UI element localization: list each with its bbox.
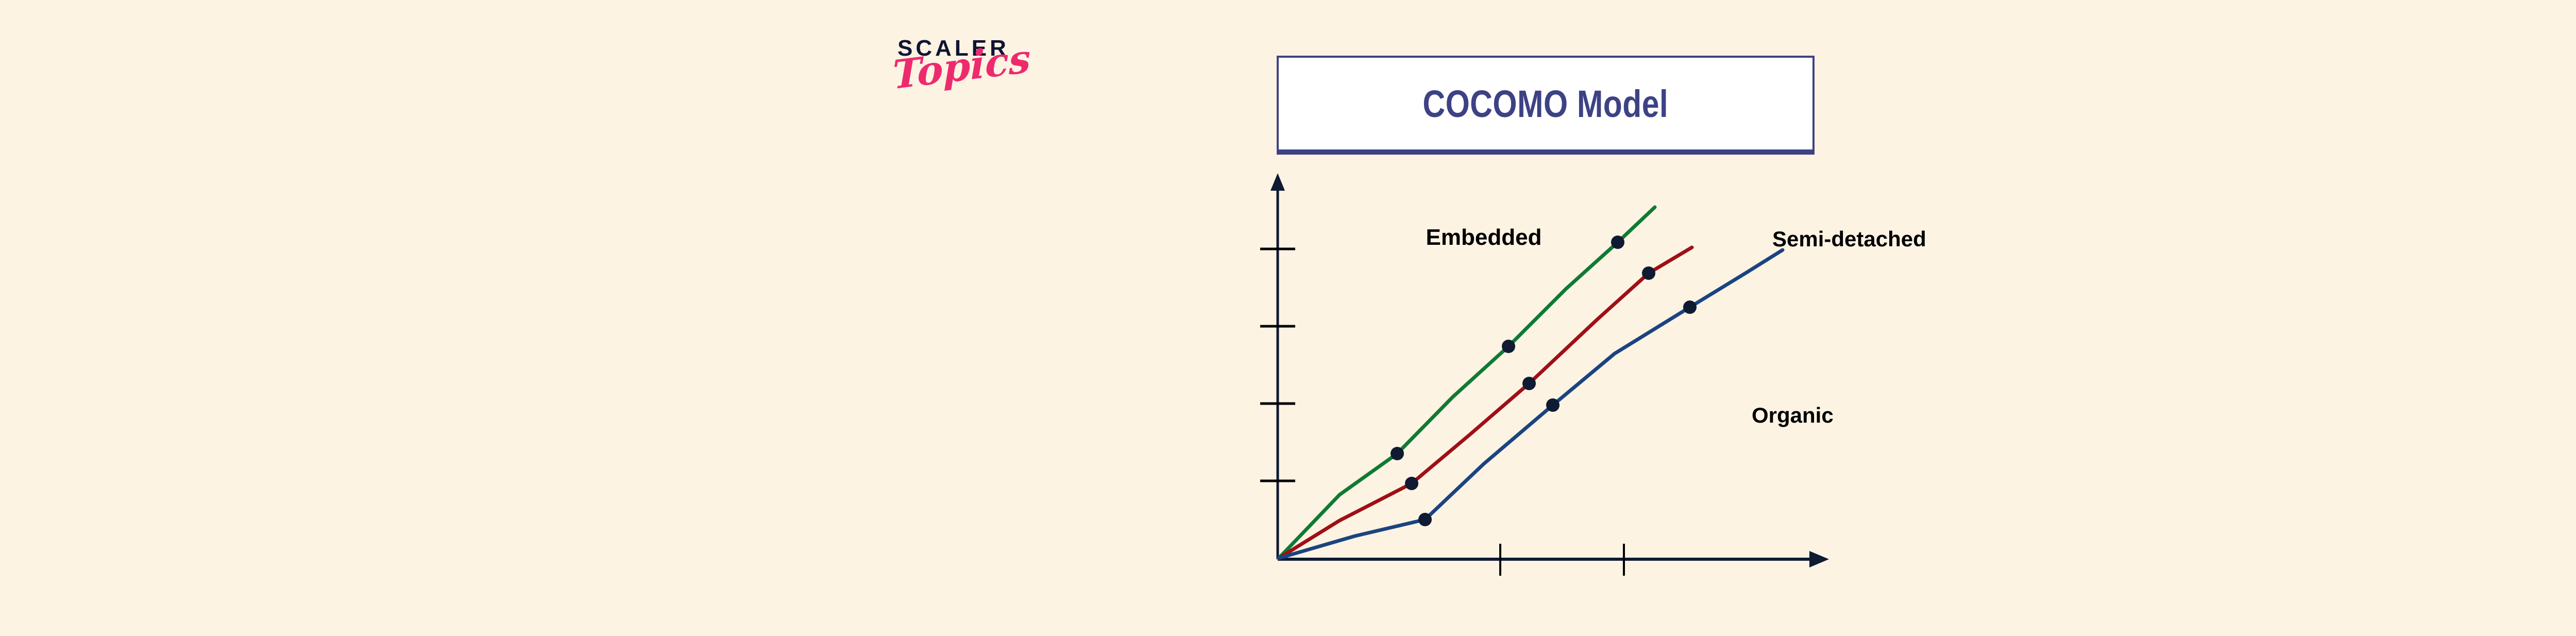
embedded-point-3 xyxy=(1611,236,1624,249)
series-organic xyxy=(1277,248,1785,560)
semi-detached-point-2 xyxy=(1522,377,1536,390)
label-embedded: Embedded xyxy=(1426,225,1542,250)
semi-detached-point-3 xyxy=(1642,266,1655,280)
x-axis-arrow-icon xyxy=(1809,551,1829,567)
page-title: COCOMO Model xyxy=(1422,82,1669,125)
y-axis-ticks xyxy=(1260,247,1295,482)
semi-detached-line xyxy=(1277,245,1694,560)
label-organic: Organic xyxy=(1752,403,1834,427)
organic-point-3 xyxy=(1683,300,1697,314)
y-axis xyxy=(1260,173,1295,559)
embedded-point-2 xyxy=(1502,340,1515,353)
x-axis xyxy=(1278,544,1829,576)
organic-point-1 xyxy=(1418,513,1432,526)
embedded-point-1 xyxy=(1391,447,1404,460)
scaler-topics-logo: SCALER Topics xyxy=(892,35,1060,125)
semi-detached-point-1 xyxy=(1405,477,1418,490)
embedded-line xyxy=(1277,205,1657,560)
y-axis-arrow-icon xyxy=(1270,173,1285,191)
logo-wordmark-scaler: SCALER xyxy=(897,36,1009,61)
x-axis-ticks xyxy=(1499,544,1625,576)
title-card: COCOMO Model xyxy=(1277,56,1815,155)
organic-point-2 xyxy=(1546,398,1560,412)
chart-svg: Embedded Semi-detached Organic xyxy=(1260,173,1926,576)
series-semi-detached xyxy=(1277,245,1694,560)
label-semi-detached: Semi-detached xyxy=(1772,227,1926,251)
cocomo-effort-chart: Embedded Semi-detached Organic xyxy=(1236,165,1926,577)
series-embedded xyxy=(1277,205,1657,560)
